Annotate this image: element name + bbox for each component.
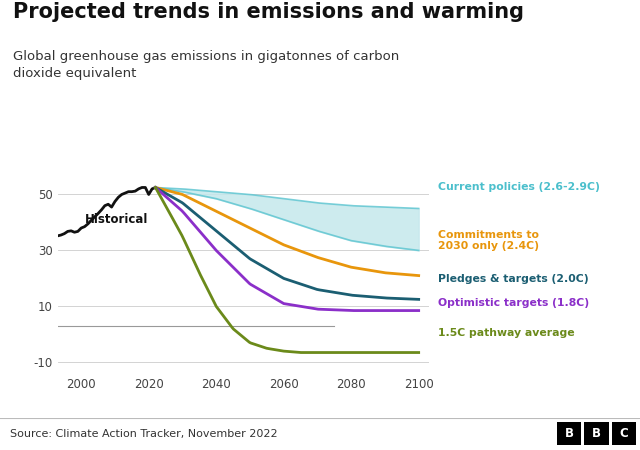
Text: Commitments to
2030 only (2.4C): Commitments to 2030 only (2.4C) <box>438 230 540 251</box>
Text: Optimistic targets (1.8C): Optimistic targets (1.8C) <box>438 298 589 308</box>
Text: Historical: Historical <box>84 213 148 226</box>
Bar <box>584 423 609 445</box>
Text: Projected trends in emissions and warming: Projected trends in emissions and warmin… <box>13 2 524 22</box>
Bar <box>557 423 581 445</box>
Text: B: B <box>592 428 601 440</box>
Text: Global greenhouse gas emissions in gigatonnes of carbon
dioxide equivalent: Global greenhouse gas emissions in gigat… <box>13 50 399 81</box>
Text: Source: Climate Action Tracker, November 2022: Source: Climate Action Tracker, November… <box>10 429 277 439</box>
Text: C: C <box>620 428 628 440</box>
Text: 1.5C pathway average: 1.5C pathway average <box>438 328 575 338</box>
Text: Current policies (2.6-2.9C): Current policies (2.6-2.9C) <box>438 182 600 192</box>
Text: Pledges & targets (2.0C): Pledges & targets (2.0C) <box>438 274 589 284</box>
Bar <box>612 423 636 445</box>
Text: B: B <box>564 428 573 440</box>
